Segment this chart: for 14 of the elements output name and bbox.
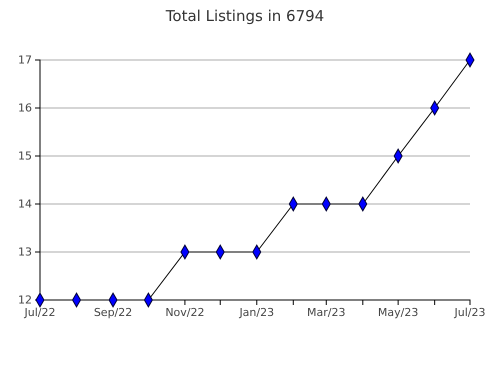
y-tick-label: 15: [18, 150, 32, 163]
x-tick-label: Sep/22: [94, 306, 132, 319]
y-tick-label: 17: [18, 54, 32, 67]
x-tick-label: Mar/23: [307, 306, 346, 319]
x-tick-label: Jul/22: [24, 306, 56, 319]
y-tick-label: 14: [18, 198, 32, 211]
y-tick-label: 12: [18, 294, 32, 307]
x-tick-label: Jan/23: [238, 306, 274, 319]
x-tick-label: Jul/23: [454, 306, 486, 319]
y-tick-label: 16: [18, 102, 32, 115]
x-tick-label: May/23: [378, 306, 418, 319]
x-tick-label: Nov/22: [165, 306, 204, 319]
chart-title: Total Listings in 6794: [164, 7, 324, 25]
y-tick-label: 13: [18, 246, 32, 259]
